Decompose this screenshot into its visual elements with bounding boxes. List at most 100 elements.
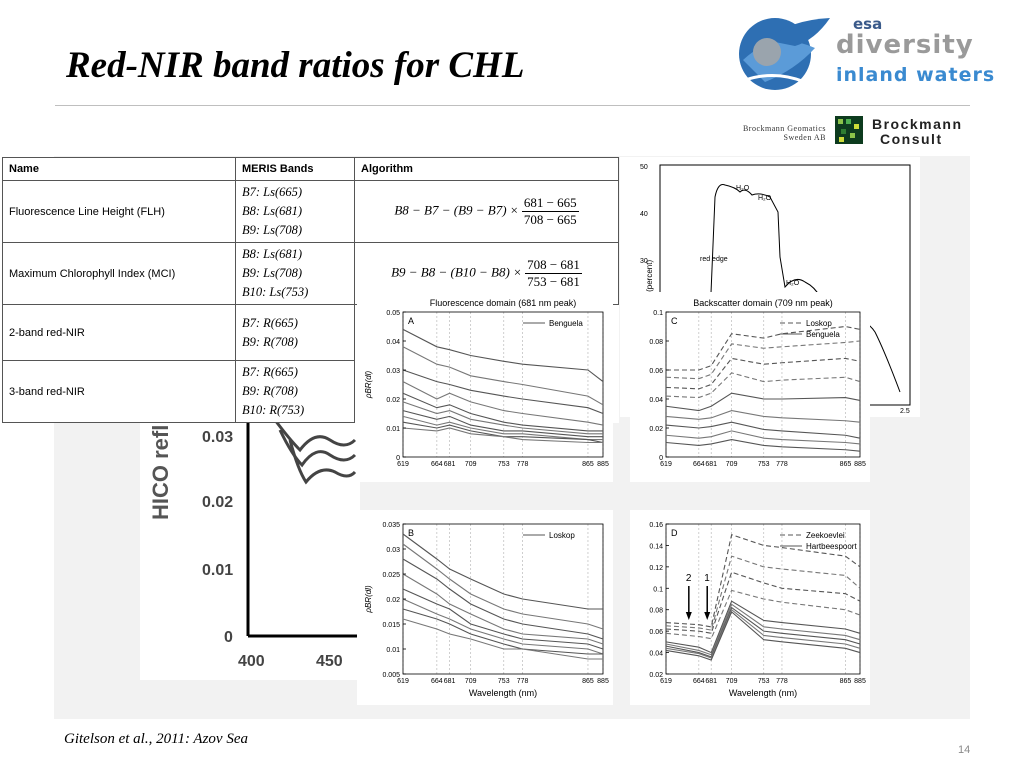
- band-entry: B9: R(708): [242, 334, 298, 349]
- series-line: [665, 340, 861, 380]
- x-tick-label: 664: [431, 461, 443, 468]
- hico-xtick: 450: [316, 653, 343, 670]
- y-tick-label: 0.02: [386, 597, 400, 604]
- title-divider: [55, 105, 970, 106]
- spectrum-ytick: 40: [640, 211, 648, 218]
- header-bands: MERIS Bands: [235, 157, 355, 181]
- x-tick-label: 778: [517, 461, 529, 468]
- series-line: [665, 610, 861, 661]
- panel-letter: D: [671, 528, 678, 538]
- spectrum-ytick: 50: [640, 164, 648, 171]
- legend-label: Loskop: [549, 531, 575, 540]
- series-line: [665, 410, 861, 423]
- series-line: [402, 543, 604, 630]
- h2o-label: H₂O: [736, 185, 750, 192]
- fraction-numerator: 708 − 681: [525, 257, 582, 274]
- diversity-wordmark: diversity: [836, 30, 974, 60]
- series-line: [402, 598, 604, 655]
- y-tick-label: 0.1: [653, 310, 663, 317]
- series-line: [665, 533, 861, 628]
- y-tick-label: 0.04: [649, 397, 663, 404]
- series-line: [402, 421, 604, 444]
- y-tick-label: 0.02: [386, 397, 400, 404]
- y-tick-label: 0.08: [649, 339, 663, 346]
- citation-caption: Gitelson et al., 2011: Azov Sea: [64, 731, 248, 747]
- x-tick-label: 753: [498, 461, 510, 468]
- slide-title: Red-NIR band ratios for CHL: [66, 45, 525, 86]
- y-tick-label: 0.08: [649, 608, 663, 615]
- series-line: [665, 392, 861, 412]
- series-line: [402, 401, 603, 435]
- y-tick-label: 0: [659, 455, 663, 462]
- table-header-row: Name MERIS Bands Algorithm: [2, 157, 619, 181]
- band-entry: B8: Ls(681): [242, 204, 303, 218]
- series-line: [402, 573, 604, 645]
- y-tick-label: 0.01: [386, 426, 400, 433]
- panel-letter: B: [408, 528, 414, 538]
- band-entry: B7: R(665): [242, 315, 298, 330]
- series-line: [665, 555, 861, 631]
- x-tick-label: 885: [597, 678, 609, 685]
- table-row: 3-band red-NIR B7: R(665) B9: R(708) B10…: [2, 360, 619, 423]
- algorithm-prefix: B9 − B8 − (B10 − B8) ×: [391, 264, 522, 280]
- x-tick-label: 619: [397, 678, 409, 685]
- h2o-label: H₂O: [786, 280, 800, 287]
- algorithm-prefix: B8 − B7 − (B9 − B7) ×: [394, 202, 519, 218]
- row-name: 3-band red-NIR: [2, 360, 236, 423]
- hico-xtick: 400: [238, 653, 265, 670]
- brockmann-consult-line1: Brockmann: [872, 116, 963, 132]
- plot-frame: [402, 523, 604, 675]
- chart-title: Fluorescence domain (681 nm peak): [430, 298, 577, 308]
- series-line: [665, 571, 861, 634]
- band-entry: B8: Ls(681): [242, 247, 303, 261]
- x-tick-label: 865: [840, 461, 852, 468]
- series-line: [402, 427, 603, 444]
- y-tick-label: 0.02: [649, 672, 663, 679]
- series-line: [402, 392, 603, 432]
- y-tick-label: 0.03: [386, 547, 400, 554]
- y-tick-label: 0.14: [649, 543, 663, 550]
- row-name: 2-band red-NIR: [2, 304, 236, 361]
- x-axis-label: Wavelength (nm): [469, 688, 537, 698]
- x-tick-label: 681: [705, 678, 717, 685]
- x-tick-label: 885: [597, 461, 609, 468]
- esa-logo-text: esa: [853, 15, 883, 33]
- chart-panel-d: 0.02 0.04 0.06 0.08 0.1 0.12 0.14 0.16 619 664 681…: [630, 510, 870, 705]
- legend-label: Zeekoevlei: [806, 531, 845, 540]
- series-line: [402, 346, 604, 406]
- band-entry: B7: R(665): [242, 365, 298, 379]
- y-tick-label: 0.02: [649, 426, 663, 433]
- hico-ytick: 0.01: [202, 562, 233, 579]
- x-tick-label: 619: [660, 461, 672, 468]
- table-row: 2-band red-NIR B7: R(665) B9: R(708): [2, 304, 619, 361]
- series-line: [402, 588, 604, 650]
- diversity-logo: [739, 18, 830, 90]
- y-tick-label: 0.03: [386, 368, 400, 375]
- header-name: Name: [2, 157, 236, 181]
- fraction-denominator: 753 − 681: [527, 274, 580, 289]
- brockmann-geomatics-country: Sweden AB: [783, 133, 826, 142]
- red-edge-label: red edge: [700, 256, 728, 263]
- row-algorithm: B8 − B7 − (B9 − B7) × 681 − 665 708 − 66…: [354, 180, 619, 243]
- chart-b-svg: 0.005 0.01 0.015 0.02 0.025 0.03 0.035 619 664 68…: [364, 522, 609, 698]
- series-line: [665, 608, 861, 659]
- hico-ytick: 0.02: [202, 494, 233, 511]
- inland-waters-wordmark: inland waters: [836, 64, 996, 86]
- row-name: Fluorescence Line Height (FLH): [2, 180, 236, 243]
- legend-label: Loskop: [806, 319, 832, 328]
- annotation-label: 2: [686, 573, 692, 584]
- x-tick-label: 753: [758, 461, 770, 468]
- brockmann-consult-icon: [835, 116, 863, 144]
- series-line: [402, 608, 603, 655]
- annotation-label: 1: [704, 573, 710, 584]
- x-tick-label: 664: [693, 461, 705, 468]
- series-line: [665, 421, 861, 439]
- legend-label: Benguela: [806, 330, 840, 339]
- series-line: [665, 589, 861, 640]
- x-tick-label: 681: [444, 678, 456, 685]
- row-bands: B7: R(665) B9: R(708) B10: R(753): [235, 360, 355, 423]
- annotation-arrowhead: [685, 612, 692, 620]
- plot-frame: [665, 311, 861, 458]
- row-bands: B8: Ls(681) B9: Ls(708) B10: Ls(753): [235, 242, 355, 305]
- row-bands: B7: Ls(665) B8: Ls(681) B9: Ls(708): [235, 180, 355, 243]
